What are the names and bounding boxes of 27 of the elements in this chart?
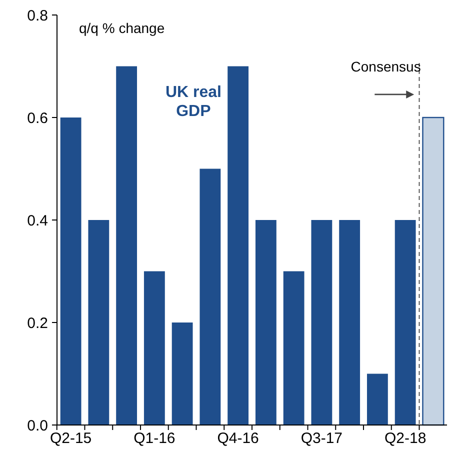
x-tick-label: Q3-17 xyxy=(300,430,343,447)
x-tick-label: Q2-18 xyxy=(384,430,426,447)
y-tick-label: 0.2 xyxy=(27,314,48,332)
bar xyxy=(144,271,165,425)
bar xyxy=(200,168,221,425)
bar xyxy=(228,66,249,425)
bar xyxy=(283,271,304,425)
x-tick-label: Q1-16 xyxy=(134,430,176,447)
x-tick-label: Q4-16 xyxy=(217,430,259,447)
y-axis-title: q/q % change xyxy=(79,20,165,36)
bar xyxy=(60,118,82,425)
bar xyxy=(311,220,332,425)
annotation: Consensus xyxy=(350,58,421,74)
y-tick-label: 0.6 xyxy=(27,110,48,127)
bar xyxy=(116,66,138,425)
y-tick-label: 0.8 xyxy=(27,7,48,24)
bar xyxy=(422,116,444,426)
annotation: UK real GDP xyxy=(165,84,222,120)
bar xyxy=(366,374,388,425)
bar xyxy=(172,322,193,425)
bar xyxy=(255,220,276,425)
y-tick-label: 0.4 xyxy=(27,212,48,230)
bar xyxy=(394,220,416,425)
bar xyxy=(339,220,360,425)
y-tick-label: 0.0 xyxy=(27,417,48,434)
bar xyxy=(88,220,110,425)
x-tick-label: Q2-15 xyxy=(50,430,92,447)
